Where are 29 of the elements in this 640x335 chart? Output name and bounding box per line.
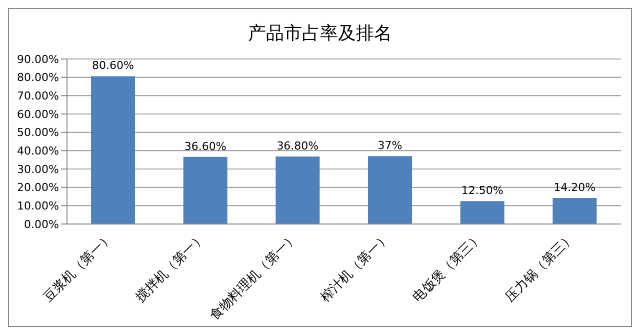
y-tick-label: 30.00% [17,162,59,176]
bar [368,156,412,224]
y-tick-label: 20.00% [17,181,59,194]
y-tick-label: 80.00% [17,71,59,84]
x-tick-label: 搅拌机（第一） [133,230,208,306]
data-label: 14.20% [554,180,596,194]
y-tick-label: 10.00% [17,200,59,213]
bar [91,76,135,224]
x-tick-label: 豆浆机（第一） [41,230,116,306]
bar [276,156,320,224]
x-tick-label: 压力锅（第三） [502,230,578,306]
y-tick-label: 50.00% [17,126,59,140]
y-tick-label: 0.00% [24,218,59,231]
chart-title: 产品市占率及排名 [247,22,393,46]
data-label: 36.80% [276,140,319,153]
y-tick-label: 90.00% [17,52,59,66]
y-tick-label: 60.00% [17,108,59,121]
data-label: 12.50% [461,184,504,198]
y-tick-label: 40.00% [17,144,59,158]
bar [552,198,597,224]
y-tick-label: 70.00% [17,90,59,103]
x-tick-label: 食物料理机（第一） [207,230,301,324]
x-tick-label: 榨汁机（第一） [318,230,393,306]
x-tick-label: 电饭煲（第三） [410,230,486,306]
data-label: 80.60% [92,59,134,72]
bar [183,156,228,224]
bar [460,201,504,224]
data-label: 36.60% [184,140,226,153]
data-label: 37% [378,139,402,152]
